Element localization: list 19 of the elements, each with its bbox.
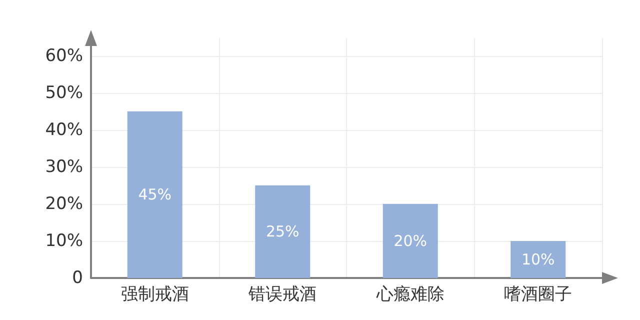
y-tick-label: 20% <box>45 194 83 214</box>
data-label: 10% <box>521 250 555 268</box>
bar <box>127 111 182 278</box>
y-tick-label: 50% <box>45 82 83 103</box>
x-tick-label: 强制戒酒 <box>120 284 189 304</box>
bar <box>382 204 438 278</box>
y-tick-label: 60% <box>45 46 83 66</box>
data-label: 20% <box>394 232 428 250</box>
x-tick-label: 嗜酒圈子 <box>504 284 572 304</box>
x-tick-label: 错误戒酒 <box>248 284 317 304</box>
y-tick-label: 40% <box>45 120 83 140</box>
x-tick-label: 心瘾难除 <box>375 284 444 304</box>
bar <box>510 240 566 278</box>
y-tick-label: 0 <box>72 268 83 288</box>
y-tick-label: 30% <box>45 156 83 177</box>
data-label: 45% <box>138 186 172 204</box>
bar <box>255 185 310 278</box>
y-tick-label: 10% <box>45 230 83 251</box>
data-label: 25% <box>266 222 300 241</box>
